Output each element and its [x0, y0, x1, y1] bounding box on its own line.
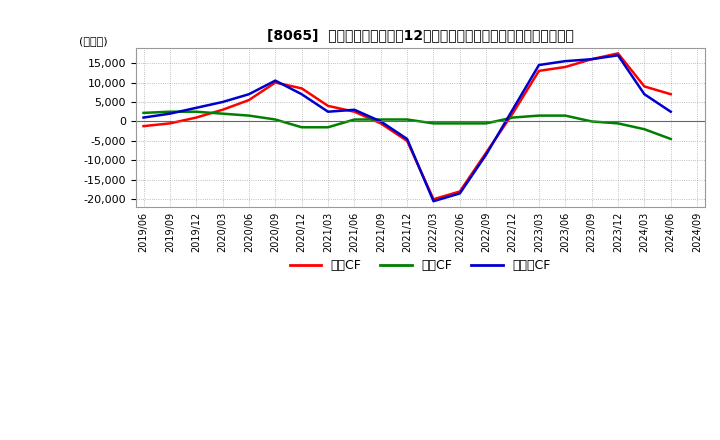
営業CF — [613, 51, 622, 56]
投賄CF — [324, 125, 333, 130]
Line: フリーCF: フリーCF — [143, 55, 671, 201]
Title: [8065]  キャッシュフローの12か月移動合計の対前年同期増減額の推移: [8065] キャッシュフローの12か月移動合計の対前年同期増減額の推移 — [267, 28, 574, 42]
フリーCF — [192, 105, 201, 110]
投賄CF — [429, 121, 438, 126]
営業CF — [166, 121, 174, 126]
投賄CF — [508, 115, 517, 120]
投賄CF — [377, 117, 385, 122]
フリーCF — [613, 53, 622, 58]
投賄CF — [456, 121, 464, 126]
営業CF — [297, 86, 306, 91]
営業CF — [218, 107, 227, 112]
フリーCF — [456, 191, 464, 196]
投賄CF — [297, 125, 306, 130]
営業CF — [324, 103, 333, 109]
営業CF — [192, 115, 201, 120]
フリーCF — [377, 119, 385, 124]
Text: (百万円): (百万円) — [78, 36, 107, 46]
営業CF — [245, 97, 253, 103]
投賄CF — [640, 127, 649, 132]
フリーCF — [508, 107, 517, 112]
Line: 営業CF: 営業CF — [143, 53, 671, 199]
フリーCF — [245, 92, 253, 97]
投賄CF — [139, 110, 148, 116]
投賄CF — [192, 109, 201, 114]
投賄CF — [245, 113, 253, 118]
営業CF — [429, 197, 438, 202]
営業CF — [508, 111, 517, 116]
営業CF — [139, 124, 148, 129]
投賄CF — [482, 121, 490, 126]
営業CF — [561, 64, 570, 70]
フリーCF — [588, 57, 596, 62]
Legend: 営業CF, 投賄CF, フリーCF: 営業CF, 投賄CF, フリーCF — [284, 254, 556, 277]
フリーCF — [640, 92, 649, 97]
投賄CF — [667, 136, 675, 142]
営業CF — [482, 150, 490, 155]
投賄CF — [561, 113, 570, 118]
営業CF — [588, 57, 596, 62]
投賄CF — [350, 117, 359, 122]
投賄CF — [613, 121, 622, 126]
営業CF — [667, 92, 675, 97]
フリーCF — [535, 62, 544, 68]
営業CF — [402, 138, 411, 143]
営業CF — [271, 80, 279, 85]
投賄CF — [218, 111, 227, 116]
フリーCF — [429, 198, 438, 204]
営業CF — [456, 189, 464, 194]
Line: 投賄CF: 投賄CF — [143, 112, 671, 139]
フリーCF — [324, 109, 333, 114]
営業CF — [640, 84, 649, 89]
フリーCF — [482, 152, 490, 157]
投賄CF — [166, 109, 174, 114]
フリーCF — [402, 136, 411, 142]
営業CF — [350, 109, 359, 114]
投賄CF — [402, 117, 411, 122]
フリーCF — [667, 109, 675, 114]
フリーCF — [350, 107, 359, 112]
投賄CF — [588, 119, 596, 124]
フリーCF — [297, 92, 306, 97]
フリーCF — [166, 111, 174, 116]
フリーCF — [271, 78, 279, 83]
投賄CF — [535, 113, 544, 118]
フリーCF — [561, 59, 570, 64]
営業CF — [535, 68, 544, 73]
フリーCF — [139, 115, 148, 120]
営業CF — [377, 121, 385, 126]
フリーCF — [218, 99, 227, 105]
投賄CF — [271, 117, 279, 122]
